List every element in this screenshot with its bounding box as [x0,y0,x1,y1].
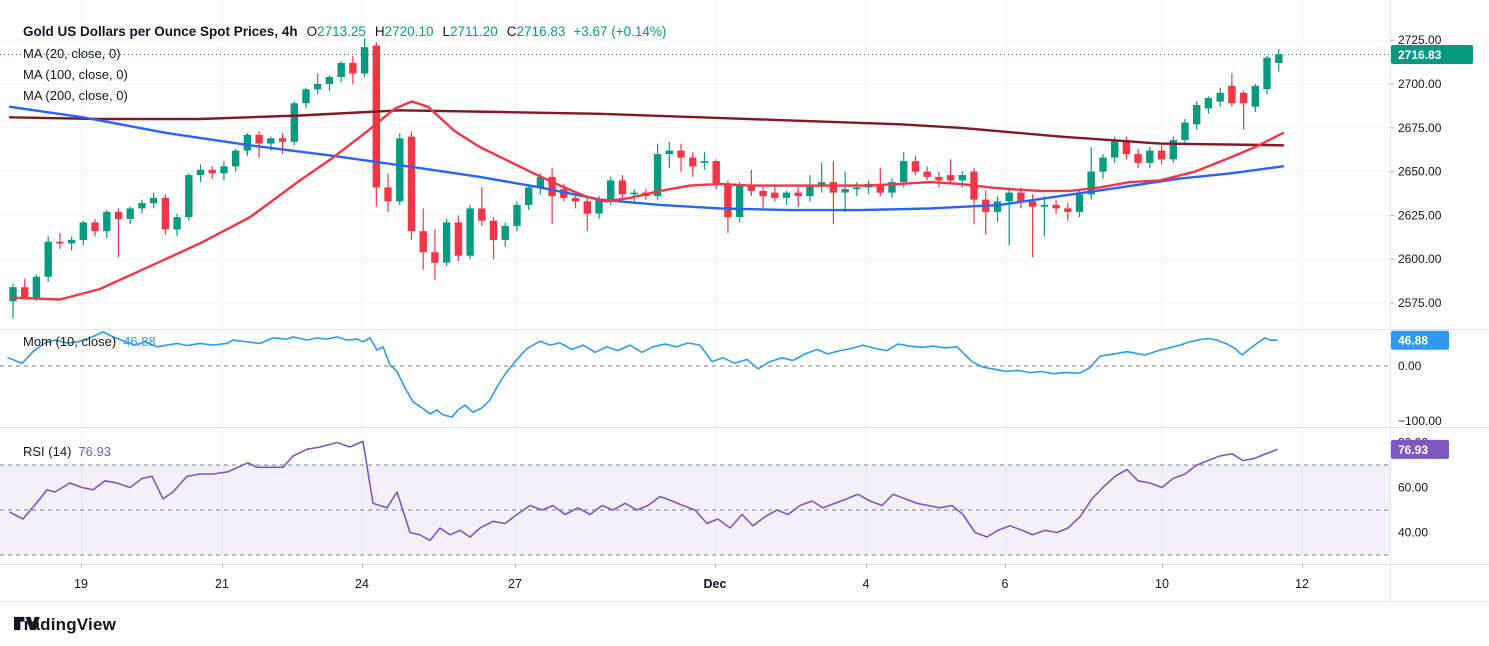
svg-text:46.88: 46.88 [1398,334,1428,348]
change-value: +3.67 (+0.14%) [573,24,667,39]
price-axis-label: 2675.00 [1398,121,1442,135]
ma20-line [11,100,1285,301]
price-axis-label: 2650.00 [1398,165,1442,179]
svg-text:76.93: 76.93 [1398,443,1428,457]
high-value: 2720.10 [384,24,434,39]
symbol-header[interactable]: Gold US Dollars per Ounce Spot Prices, 4… [23,24,666,39]
time-axis-label: 4 [863,577,870,591]
candlestick-series[interactable] [9,38,1283,319]
rsi-value: 76.93 [78,444,111,459]
time-axis-label: 12 [1295,577,1309,591]
momentum-legend[interactable]: Mom (10, close) 46.88 [23,334,156,349]
ma100-legend[interactable]: MA (100, close, 0) [23,67,128,82]
time-axis[interactable]: 19 21 24 27 Dec 4 6 10 12 [74,577,1309,591]
momentum-line [7,331,1278,418]
time-axis-label: 21 [215,577,229,591]
high-label: H [374,24,385,39]
tradingview-logo[interactable]: TradingView [14,615,116,635]
time-axis-label: 10 [1155,577,1169,591]
time-gridlines [81,0,1303,564]
axis-ticks [81,39,1394,568]
price-axis-label: 2600.00 [1398,252,1442,266]
ma20-legend[interactable]: MA (20, close, 0) [23,46,121,61]
price-axis-label: 2575.00 [1398,296,1442,310]
ma200-line [8,109,1285,147]
momentum-label: Mom (10, close) [23,334,117,349]
mom-badge: 46.88 [1391,330,1449,350]
panel-separators [0,0,1489,602]
tradingview-logo-text: TradingView [14,615,117,634]
rsi-axis-label: 40.00 [1398,526,1428,540]
open-value: 2713.25 [317,24,366,39]
ma200-legend[interactable]: MA (200, close, 0) [23,88,128,103]
low-label: L [442,24,450,39]
price-axis[interactable]: 2725.00 2700.00 2675.00 2650.00 2625.00 2600.… [1398,33,1442,539]
mom-axis-label: 0.00 [1398,359,1422,373]
price-axis-label: 2625.00 [1398,208,1442,222]
time-axis-label: 6 [1002,577,1009,591]
open-label: O [306,24,318,39]
time-axis-label: 27 [508,577,522,591]
ma100-line [8,105,1285,212]
rsi-legend[interactable]: RSI (14) 76.93 [23,444,111,459]
price-axis-label: 2700.00 [1398,77,1442,91]
rsi-badge: 76.93 [1391,439,1449,459]
svg-text:2716.83: 2716.83 [1398,48,1442,62]
close-label: C [506,24,517,39]
rsi-label: RSI (14) [23,444,72,459]
low-value: 2711.20 [449,24,498,39]
rsi-line [9,440,1278,542]
momentum-value: 46.88 [123,334,156,349]
tradingview-logo-icon [14,616,40,631]
mom-axis-label: −100.00 [1398,414,1442,428]
current-price-badge: 2716.83 [1391,45,1473,64]
close-value: 2716.83 [516,24,566,39]
time-axis-label: 24 [355,577,369,591]
time-axis-label: 19 [74,577,88,591]
price-axis-label: 2725.00 [1398,33,1442,47]
symbol-title: Gold US Dollars per Ounce Spot Prices, 4… [23,24,298,39]
rsi-axis-label: 60.00 [1398,481,1428,495]
time-axis-label: Dec [704,577,727,591]
price-gridlines [0,39,1390,304]
